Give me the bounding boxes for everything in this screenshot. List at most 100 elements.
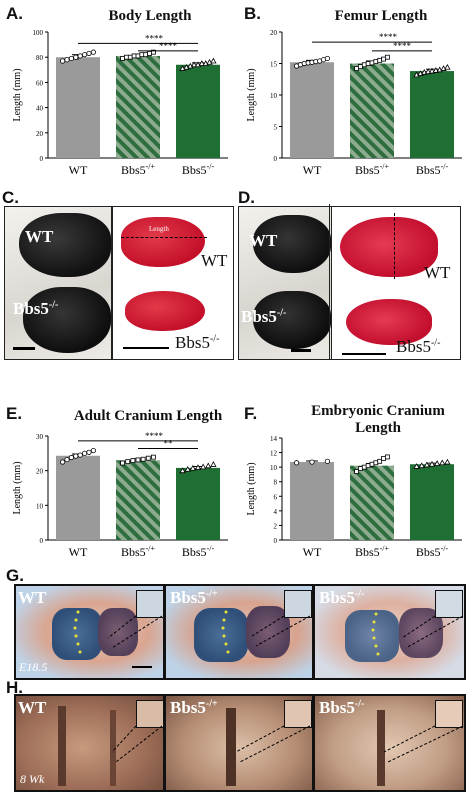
inset-box xyxy=(136,590,163,618)
data-point xyxy=(59,459,66,465)
x-tick-label-sup: -/- xyxy=(207,544,215,553)
bar xyxy=(350,465,394,540)
y-tick-label: 2 xyxy=(274,522,278,530)
chart-title-femur-length: Femur Length xyxy=(334,8,428,24)
data-point xyxy=(365,463,371,469)
photo-g-ko: Bbs5-/- xyxy=(315,586,464,678)
divider xyxy=(329,204,330,360)
x-tick-label-text: Bbs5 xyxy=(416,163,441,177)
data-point xyxy=(86,50,92,57)
photo-g-wt-label: WT xyxy=(18,588,47,607)
inset-box xyxy=(435,700,463,728)
data-point xyxy=(358,64,363,70)
suture-shape xyxy=(377,710,385,786)
y-tick-label: 60 xyxy=(36,79,44,87)
data-point xyxy=(125,459,131,465)
scale-bar xyxy=(13,347,35,350)
x-tick-label-sup: -/- xyxy=(441,162,449,171)
y-tick-label: 20 xyxy=(36,130,44,138)
data-point xyxy=(124,54,129,60)
mouse-wt-shape xyxy=(253,215,331,273)
x-tick-label-text: Bbs5 xyxy=(121,545,146,559)
data-point xyxy=(358,466,363,471)
y-axis-label: Length (mm) xyxy=(12,68,23,121)
panel-label-a: A. xyxy=(6,4,23,23)
bar xyxy=(116,55,160,158)
data-point xyxy=(127,54,133,60)
photo-h-ko: Bbs5-/- xyxy=(315,696,464,790)
data-point xyxy=(120,460,125,466)
data-point xyxy=(444,458,451,465)
significance-label: ** xyxy=(164,438,174,448)
x-tick-label-sup: -/+ xyxy=(146,162,156,171)
x-tick-label-text: WT xyxy=(303,545,322,559)
y-axis-label: Length (mm) xyxy=(12,461,23,514)
data-point xyxy=(354,469,359,474)
x-tick-label-text: WT xyxy=(303,163,322,177)
data-point xyxy=(82,52,88,58)
stage-label: E18.5 xyxy=(19,660,48,674)
y-tick-label: 40 xyxy=(36,105,44,113)
data-point xyxy=(131,53,137,59)
skull-wt-shape xyxy=(340,217,438,277)
cranial-suture-shape xyxy=(98,608,138,656)
data-point xyxy=(135,53,141,59)
x-tick-label: Bbs5-/+ xyxy=(355,162,390,177)
panel-label-f: F. xyxy=(244,404,258,423)
panel-label-g: G. xyxy=(6,566,24,585)
photo-d-skulls: WT Bbs5-/- xyxy=(331,206,461,360)
y-tick-label: 30 xyxy=(36,433,44,441)
inset-box xyxy=(284,700,312,728)
data-point xyxy=(361,464,367,470)
chart-title-embryonic-cranium: Embryonic Cranium Length xyxy=(278,403,475,437)
scale-bar xyxy=(342,353,386,355)
suture-shape xyxy=(110,710,116,786)
data-point xyxy=(64,456,70,463)
bar xyxy=(176,64,220,158)
scale-bar xyxy=(123,347,169,349)
photo-c-skulls: Length WT Bbs5-/- xyxy=(112,206,234,360)
data-point xyxy=(365,61,371,66)
suture-shape xyxy=(226,708,236,786)
photo-g-het-label: Bbs5-/+ xyxy=(170,588,218,607)
photo-d-ko-label: Bbs5-/- xyxy=(241,307,287,326)
x-tick-label: Bbs5-/+ xyxy=(121,544,156,559)
y-tick-label: 8 xyxy=(274,479,278,487)
x-tick-label-text: Bbs5 xyxy=(121,163,146,177)
data-point xyxy=(373,460,379,466)
y-tick-label: 100 xyxy=(33,29,44,37)
panel-label-d: D. xyxy=(238,188,255,207)
data-point xyxy=(73,54,79,60)
mouse-ko-shape xyxy=(253,291,331,349)
data-point xyxy=(140,456,146,462)
data-point xyxy=(150,49,156,55)
y-tick-label: 4 xyxy=(274,508,278,516)
x-tick-label-text: Bbs5 xyxy=(416,545,441,559)
y-tick-label: 0 xyxy=(274,155,278,163)
photo-h-ko-label: Bbs5-/- xyxy=(319,698,365,717)
photo-c-ko-label: Bbs5-/- xyxy=(13,299,59,318)
chart-title-adult-cranium: Adult Cranium Length xyxy=(73,408,223,424)
data-point xyxy=(418,462,425,469)
photo-h-wt-label: WT xyxy=(18,698,47,717)
data-point xyxy=(198,60,206,66)
significance-label: **** xyxy=(393,41,412,51)
data-point xyxy=(433,460,441,466)
data-point xyxy=(86,449,92,455)
x-tick-label-text: Bbs5 xyxy=(182,163,207,177)
chart-title-body-length: Body Length xyxy=(108,8,192,24)
panel-label-b: B. xyxy=(244,4,261,23)
data-point xyxy=(210,461,217,467)
data-point xyxy=(145,455,151,461)
photo-g-het: Bbs5-/+ xyxy=(166,586,312,678)
data-point xyxy=(68,55,75,62)
photo-c-skull-ko-label: Bbs5-/- xyxy=(175,333,220,352)
y-tick-label: 12 xyxy=(270,450,278,458)
inset-guide-lines xyxy=(111,725,464,763)
inset-guide-lines xyxy=(73,610,464,656)
photo-h-het: Bbs5-/+ xyxy=(166,696,312,790)
panel-g-frame: WT E18.5 Bbs5-/+ Bbs5-/- xyxy=(14,584,466,680)
x-tick-label-sup: -/+ xyxy=(380,544,390,553)
